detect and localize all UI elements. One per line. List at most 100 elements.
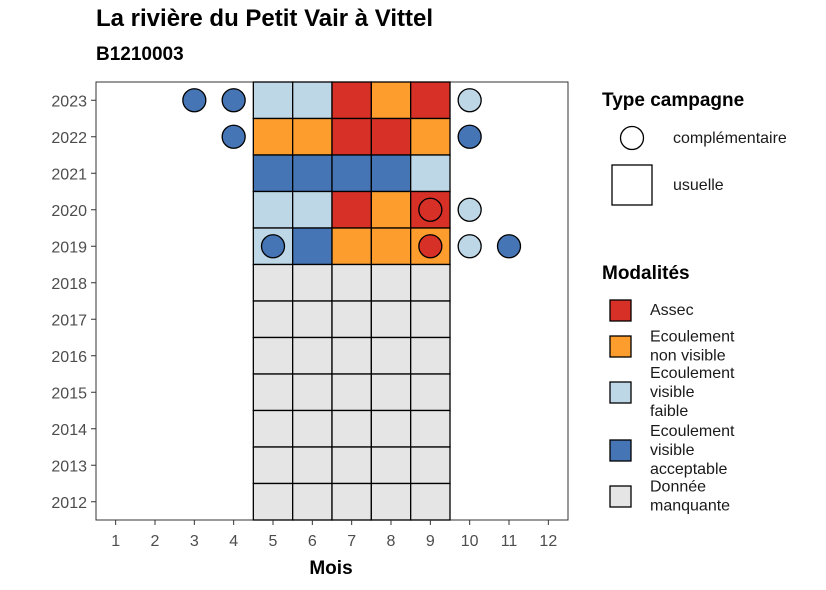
cell-2018-9	[410, 263, 451, 302]
cell-2023-5	[252, 81, 294, 120]
legend-type-label-1: usuelle	[673, 177, 724, 194]
cell-2017-6	[292, 300, 333, 339]
x-tick-label-6: 6	[308, 533, 317, 550]
y-tick-label-2021: 2021	[51, 166, 87, 183]
x-tick-label-9: 9	[426, 533, 435, 550]
y-tick-label-2013: 2013	[51, 458, 87, 475]
cell-2019-8	[370, 227, 412, 266]
y-tick-label-2012: 2012	[51, 495, 87, 512]
point-2020-9	[418, 197, 443, 222]
point-2019-5	[260, 234, 286, 259]
x-tick-label-5: 5	[269, 533, 278, 550]
cell-2020-9	[410, 190, 451, 229]
x-tick-label-3: 3	[190, 533, 199, 550]
cell-2015-5	[252, 373, 294, 412]
cell-2022-7	[331, 117, 372, 156]
cell-2016-7	[331, 336, 372, 375]
cell-2021-8	[370, 154, 412, 193]
cell-2023-7	[331, 81, 372, 120]
cell-2018-8	[370, 263, 412, 302]
cell-2013-7	[331, 446, 372, 485]
cell-2014-7	[331, 409, 372, 448]
y-tick-label-2015: 2015	[51, 385, 87, 402]
cell-2014-9	[410, 409, 451, 448]
cell-2021-9	[410, 154, 451, 193]
y-axis: 2012 2013 2014 2015 2016 2017 2018 2019 2020 2021…	[51, 93, 96, 512]
cell-2017-8	[370, 300, 412, 339]
chart-subtitle: B1210003	[96, 44, 184, 65]
x-tick-label-11: 11	[501, 533, 518, 550]
point-2019-9	[418, 234, 443, 259]
complementaire-points	[182, 88, 522, 259]
cell-2023-6	[292, 81, 333, 120]
point-2023-3	[182, 88, 207, 113]
y-tick-label-2022: 2022	[51, 130, 87, 147]
y-tick-label-2019: 2019	[51, 239, 87, 256]
legend-modalite-label-0: Assec	[650, 302, 694, 319]
cell-2022-6	[292, 117, 333, 156]
cell-2018-7	[331, 263, 372, 302]
cell-2021-6	[292, 154, 333, 193]
legend-swatch-0	[609, 299, 632, 322]
cell-2012-9	[410, 482, 451, 521]
cell-2013-9	[410, 446, 451, 485]
legend-modalite-label-4: Donnée manquante	[650, 479, 730, 515]
cell-2014-6	[292, 409, 333, 448]
cell-2017-9	[410, 300, 451, 339]
cell-2012-5	[252, 482, 294, 521]
cell-2020-6	[292, 190, 333, 229]
legend-swatch-1	[609, 335, 632, 358]
cell-2020-8	[370, 190, 412, 229]
legend-modalite-label-3: Ecoulement visible acceptable	[650, 423, 735, 478]
cell-2012-8	[370, 482, 412, 521]
y-tick-label-2016: 2016	[51, 349, 87, 366]
cell-2012-6	[292, 482, 333, 521]
legend-modalites-title: Modalités	[602, 263, 690, 284]
x-tick-label-1: 1	[111, 533, 120, 550]
legend-key-circle	[619, 125, 645, 151]
cell-2016-6	[292, 336, 333, 375]
cell-2020-5	[252, 190, 294, 229]
cell-2013-6	[292, 446, 333, 485]
cell-2015-7	[331, 373, 372, 412]
cell-2016-5	[252, 336, 294, 375]
cell-2014-8	[370, 409, 412, 448]
cell-2015-8	[370, 373, 412, 412]
x-axis-title: Mois	[309, 558, 352, 579]
cell-2015-9	[410, 373, 451, 412]
x-tick-label-10: 10	[461, 533, 479, 550]
point-2023-4	[221, 88, 246, 113]
legend-key-square	[611, 164, 653, 206]
legend-type-label-0: complémentaire	[673, 130, 787, 147]
legend-swatch-3	[609, 439, 632, 462]
legend-type-title: Type campagne	[602, 90, 744, 111]
y-tick-label-2018: 2018	[51, 276, 87, 293]
cell-2023-9	[410, 81, 451, 120]
legend-swatch-4	[609, 485, 632, 508]
cell-2018-5	[252, 263, 294, 302]
cell-2020-7	[331, 190, 372, 229]
cell-2018-6	[292, 263, 333, 302]
point-2023-10	[457, 88, 482, 113]
legend-modalites: Modalités Assec Ecoulement non visible Ecou…	[602, 263, 735, 515]
cell-2012-7	[331, 482, 372, 521]
cell-2017-5	[252, 300, 294, 339]
cell-2014-5	[252, 409, 294, 448]
cell-2013-5	[252, 446, 294, 485]
chart-title: La rivière du Petit Vair à Vittel	[96, 5, 434, 32]
point-2022-10	[457, 124, 482, 149]
cell-2022-9	[410, 117, 451, 156]
point-2019-10	[457, 234, 482, 259]
cell-2016-9	[410, 336, 451, 375]
point-2019-11	[496, 234, 522, 259]
y-tick-label-2014: 2014	[51, 422, 87, 439]
x-tick-label-8: 8	[387, 533, 396, 550]
cell-2017-7	[331, 300, 372, 339]
y-tick-label-2023: 2023	[51, 93, 87, 110]
cell-2021-5	[252, 154, 294, 193]
legend-modalite-label-1: Ecoulement non visible	[650, 329, 735, 365]
cell-2019-7	[331, 227, 372, 266]
cell-2023-8	[370, 81, 412, 120]
cell-2022-8	[370, 117, 412, 156]
